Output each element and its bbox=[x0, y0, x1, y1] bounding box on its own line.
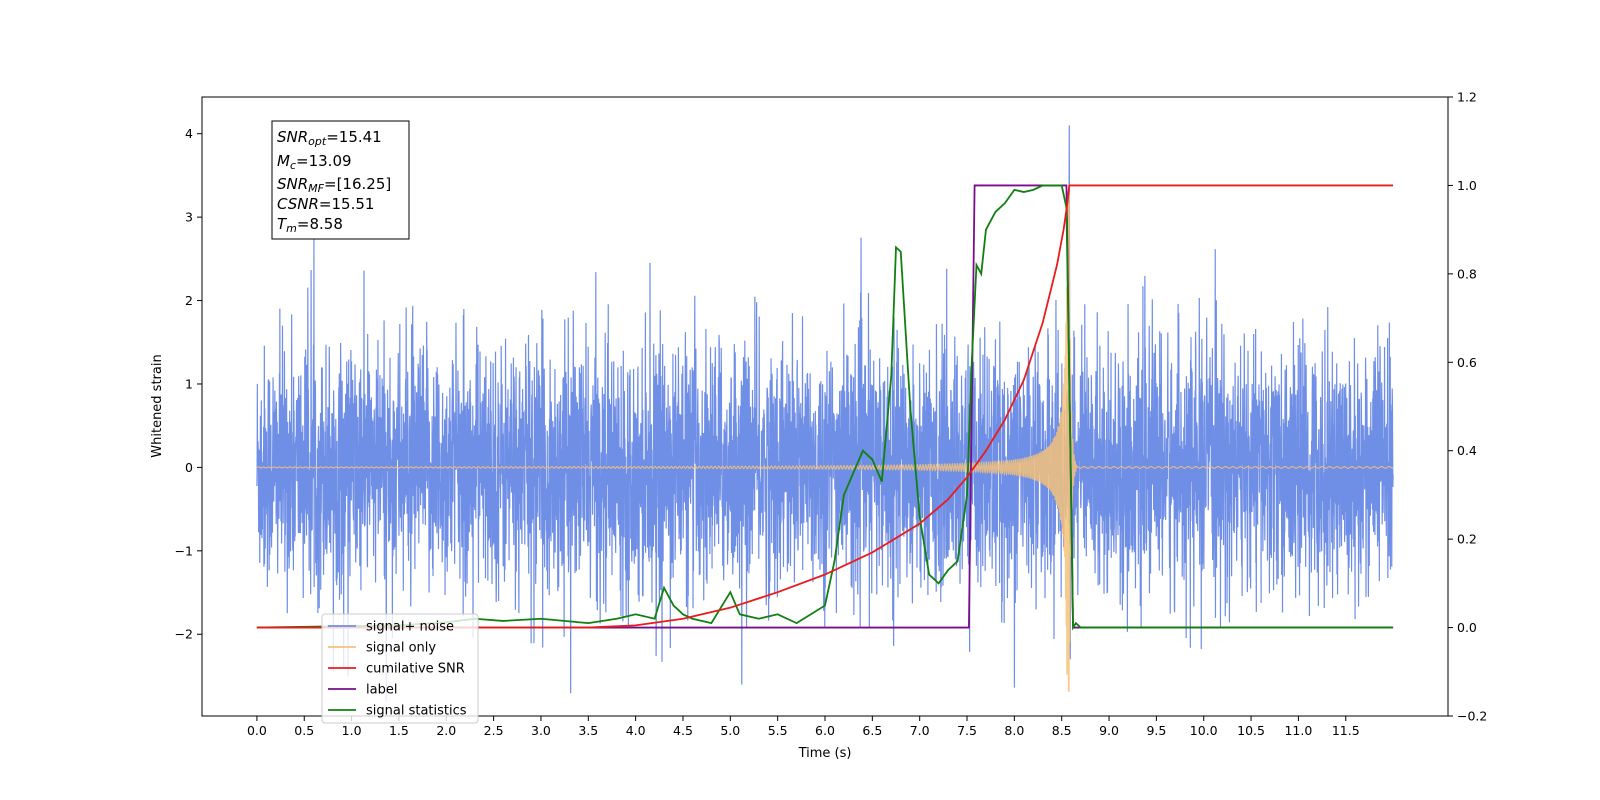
annotation-line: Tm=8.58 bbox=[277, 215, 343, 235]
y-axis-label: Whitened strain bbox=[150, 354, 165, 457]
x-tick-label: 5.5 bbox=[768, 723, 788, 738]
legend-frame bbox=[321, 613, 479, 724]
y2-tick-label: 0.6 bbox=[1457, 355, 1477, 370]
x-tick-label: 0.5 bbox=[294, 723, 314, 738]
annotation-line: SNRopt=15.41 bbox=[277, 128, 382, 148]
y2-tick-label: 0.4 bbox=[1457, 443, 1477, 458]
x-tick-label: 7.0 bbox=[910, 723, 930, 738]
annotation-line: SNRMF=[16.25] bbox=[277, 175, 391, 195]
annotation-line: CSNR=15.51 bbox=[277, 195, 374, 213]
x-tick-label: 1.0 bbox=[342, 723, 362, 738]
x-tick-label: 6.5 bbox=[862, 723, 882, 738]
x-tick-label: 11.5 bbox=[1332, 723, 1360, 738]
x-tick-label: 3.5 bbox=[578, 723, 598, 738]
annotation-line: Mc=13.09 bbox=[277, 152, 352, 172]
x-tick-label: 0.0 bbox=[247, 723, 267, 738]
x-tick-label: 7.5 bbox=[957, 723, 977, 738]
legend-entry-label: signal only bbox=[366, 641, 436, 656]
y2-tick-label: 0.0 bbox=[1457, 620, 1477, 635]
y2-tick-label: 1.2 bbox=[1457, 90, 1477, 105]
y2-tick-label: −0.2 bbox=[1457, 709, 1487, 724]
y-tick-label: 4 bbox=[185, 126, 193, 141]
x-tick-label: 4.5 bbox=[673, 723, 693, 738]
x-tick-label: 5.0 bbox=[720, 723, 740, 738]
x-tick-label: 10.0 bbox=[1190, 723, 1218, 738]
series-signal-noise bbox=[256, 237, 1394, 701]
series-signal-statistics bbox=[256, 184, 1394, 631]
x-tick-label: 1.5 bbox=[389, 723, 409, 738]
series-cumulative-snr bbox=[256, 184, 1394, 629]
y-tick-label: 3 bbox=[185, 210, 193, 225]
series-signal-only bbox=[256, 192, 1394, 692]
x-tick-label: 8.5 bbox=[1052, 723, 1072, 738]
x-tick-label: 8.0 bbox=[1004, 723, 1024, 738]
x-tick-label: 2.0 bbox=[436, 723, 456, 738]
stats-annotation-box: SNRopt=15.41 Mc=13.09 SNRMF=[16.25]CSNR=15… bbox=[271, 120, 410, 240]
legend: signal+ noise signal only cumilative SNR la… bbox=[321, 613, 479, 724]
y-tick-label: −2 bbox=[175, 627, 193, 642]
y-tick-label: 0 bbox=[185, 460, 193, 475]
y-tick-label: −1 bbox=[175, 543, 193, 558]
x-tick-label: 9.5 bbox=[1146, 723, 1166, 738]
x-tick-label: 9.0 bbox=[1099, 723, 1119, 738]
legend-entry-label: signal statistics bbox=[366, 704, 467, 719]
legend-entry-label: signal+ noise bbox=[366, 620, 454, 635]
y2-tick-label: 0.8 bbox=[1457, 266, 1477, 281]
y2-tick-label: 0.2 bbox=[1457, 532, 1477, 547]
legend-entry-label: label bbox=[366, 683, 397, 698]
x-tick-label: 4.0 bbox=[626, 723, 646, 738]
x-tick-label: 6.0 bbox=[815, 723, 835, 738]
x-axis-label: Time (s) bbox=[798, 746, 852, 761]
annotation-frame bbox=[271, 120, 410, 240]
y-tick-label: 2 bbox=[185, 293, 193, 308]
x-tick-label: 3.0 bbox=[531, 723, 551, 738]
y-tick-label: 1 bbox=[185, 376, 193, 391]
legend-entry-label: cumilative SNR bbox=[366, 662, 465, 677]
x-tick-label: 10.5 bbox=[1237, 723, 1265, 738]
x-tick-label: 11.0 bbox=[1284, 723, 1312, 738]
x-tick-label: 2.5 bbox=[484, 723, 504, 738]
y2-tick-label: 1.0 bbox=[1457, 178, 1477, 193]
